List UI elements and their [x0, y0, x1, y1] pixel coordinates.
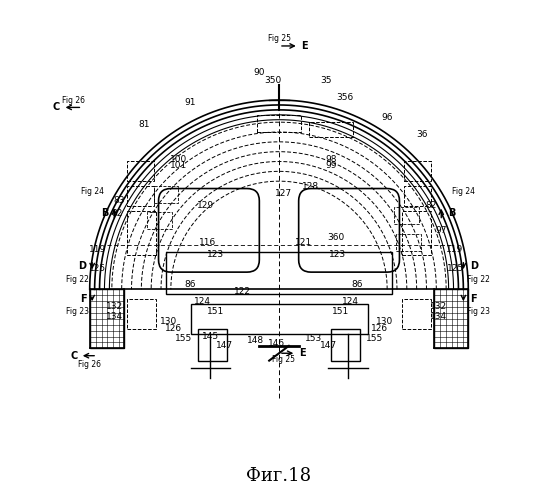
- Text: 96: 96: [382, 112, 393, 122]
- Text: E: E: [301, 41, 308, 51]
- Text: 129: 129: [196, 201, 214, 210]
- Text: Fig 23: Fig 23: [466, 307, 489, 316]
- Text: 132: 132: [105, 302, 123, 311]
- Text: 125: 125: [89, 264, 105, 272]
- Text: 81: 81: [138, 120, 150, 129]
- Text: 122: 122: [234, 288, 251, 296]
- Text: 132: 132: [430, 302, 448, 311]
- Text: 90: 90: [253, 68, 265, 76]
- Text: Фиг.18: Фиг.18: [247, 467, 311, 485]
- Text: 360: 360: [327, 233, 344, 242]
- Text: Fig 26: Fig 26: [78, 360, 101, 368]
- Text: 155: 155: [366, 334, 383, 343]
- Text: 125: 125: [446, 264, 464, 272]
- Text: 151: 151: [206, 307, 224, 316]
- Text: 123: 123: [206, 250, 224, 260]
- Text: B: B: [448, 208, 455, 218]
- Text: B: B: [101, 208, 108, 218]
- Text: 145: 145: [201, 332, 219, 340]
- Text: D: D: [470, 260, 478, 270]
- Text: 151: 151: [332, 307, 349, 316]
- Text: Fig 25: Fig 25: [267, 34, 291, 43]
- Text: 86: 86: [351, 280, 363, 289]
- Text: C: C: [53, 102, 60, 113]
- Text: Fig 26: Fig 26: [62, 96, 85, 104]
- Text: 155: 155: [175, 334, 192, 343]
- Text: 91: 91: [185, 98, 196, 107]
- Text: D: D: [78, 260, 86, 270]
- Bar: [331, 328, 360, 360]
- Text: F: F: [470, 294, 477, 304]
- Text: 97: 97: [435, 226, 447, 235]
- Text: 123: 123: [329, 250, 347, 260]
- Text: Fig 25: Fig 25: [272, 355, 295, 364]
- Text: 147: 147: [217, 342, 233, 350]
- Text: 98: 98: [325, 154, 336, 164]
- Text: 130: 130: [160, 317, 177, 326]
- Text: 100: 100: [170, 154, 187, 164]
- Text: 82: 82: [111, 208, 122, 218]
- Text: C: C: [70, 350, 78, 360]
- Text: Fig 24: Fig 24: [81, 186, 104, 196]
- Text: 36: 36: [416, 130, 427, 139]
- Text: 127: 127: [275, 189, 292, 198]
- Text: E: E: [299, 348, 305, 358]
- Polygon shape: [434, 290, 468, 348]
- Bar: [166, 252, 392, 294]
- Text: Fig 24: Fig 24: [452, 186, 475, 196]
- Text: Fig 22: Fig 22: [66, 275, 89, 284]
- Bar: [190, 304, 368, 334]
- Text: 146: 146: [268, 339, 285, 348]
- Text: 126: 126: [371, 324, 388, 333]
- Text: 82: 82: [426, 201, 437, 210]
- Text: 101: 101: [170, 161, 187, 170]
- Text: Fig 22: Fig 22: [466, 275, 489, 284]
- Text: 121: 121: [295, 238, 312, 247]
- Text: 356: 356: [336, 93, 354, 102]
- Text: 126: 126: [165, 324, 182, 333]
- Text: 148: 148: [247, 336, 264, 345]
- Text: 350: 350: [264, 76, 282, 85]
- Bar: [198, 328, 227, 360]
- Text: 134: 134: [430, 312, 448, 321]
- Text: 86: 86: [185, 280, 196, 289]
- Text: 153: 153: [305, 334, 322, 343]
- Text: Fig 23: Fig 23: [66, 307, 89, 316]
- Text: 130: 130: [376, 317, 393, 326]
- Text: 124: 124: [342, 297, 359, 306]
- Text: 124: 124: [194, 297, 211, 306]
- Text: 116: 116: [199, 238, 217, 247]
- Text: 99: 99: [325, 161, 336, 170]
- Text: 134: 134: [105, 312, 123, 321]
- Text: 128: 128: [302, 182, 320, 190]
- Text: 35: 35: [320, 76, 331, 85]
- Text: F: F: [80, 294, 86, 304]
- Text: 147: 147: [320, 342, 336, 350]
- Text: 83: 83: [113, 196, 125, 205]
- Text: 119: 119: [89, 246, 105, 254]
- Polygon shape: [90, 290, 124, 348]
- Text: 119: 119: [446, 246, 464, 254]
